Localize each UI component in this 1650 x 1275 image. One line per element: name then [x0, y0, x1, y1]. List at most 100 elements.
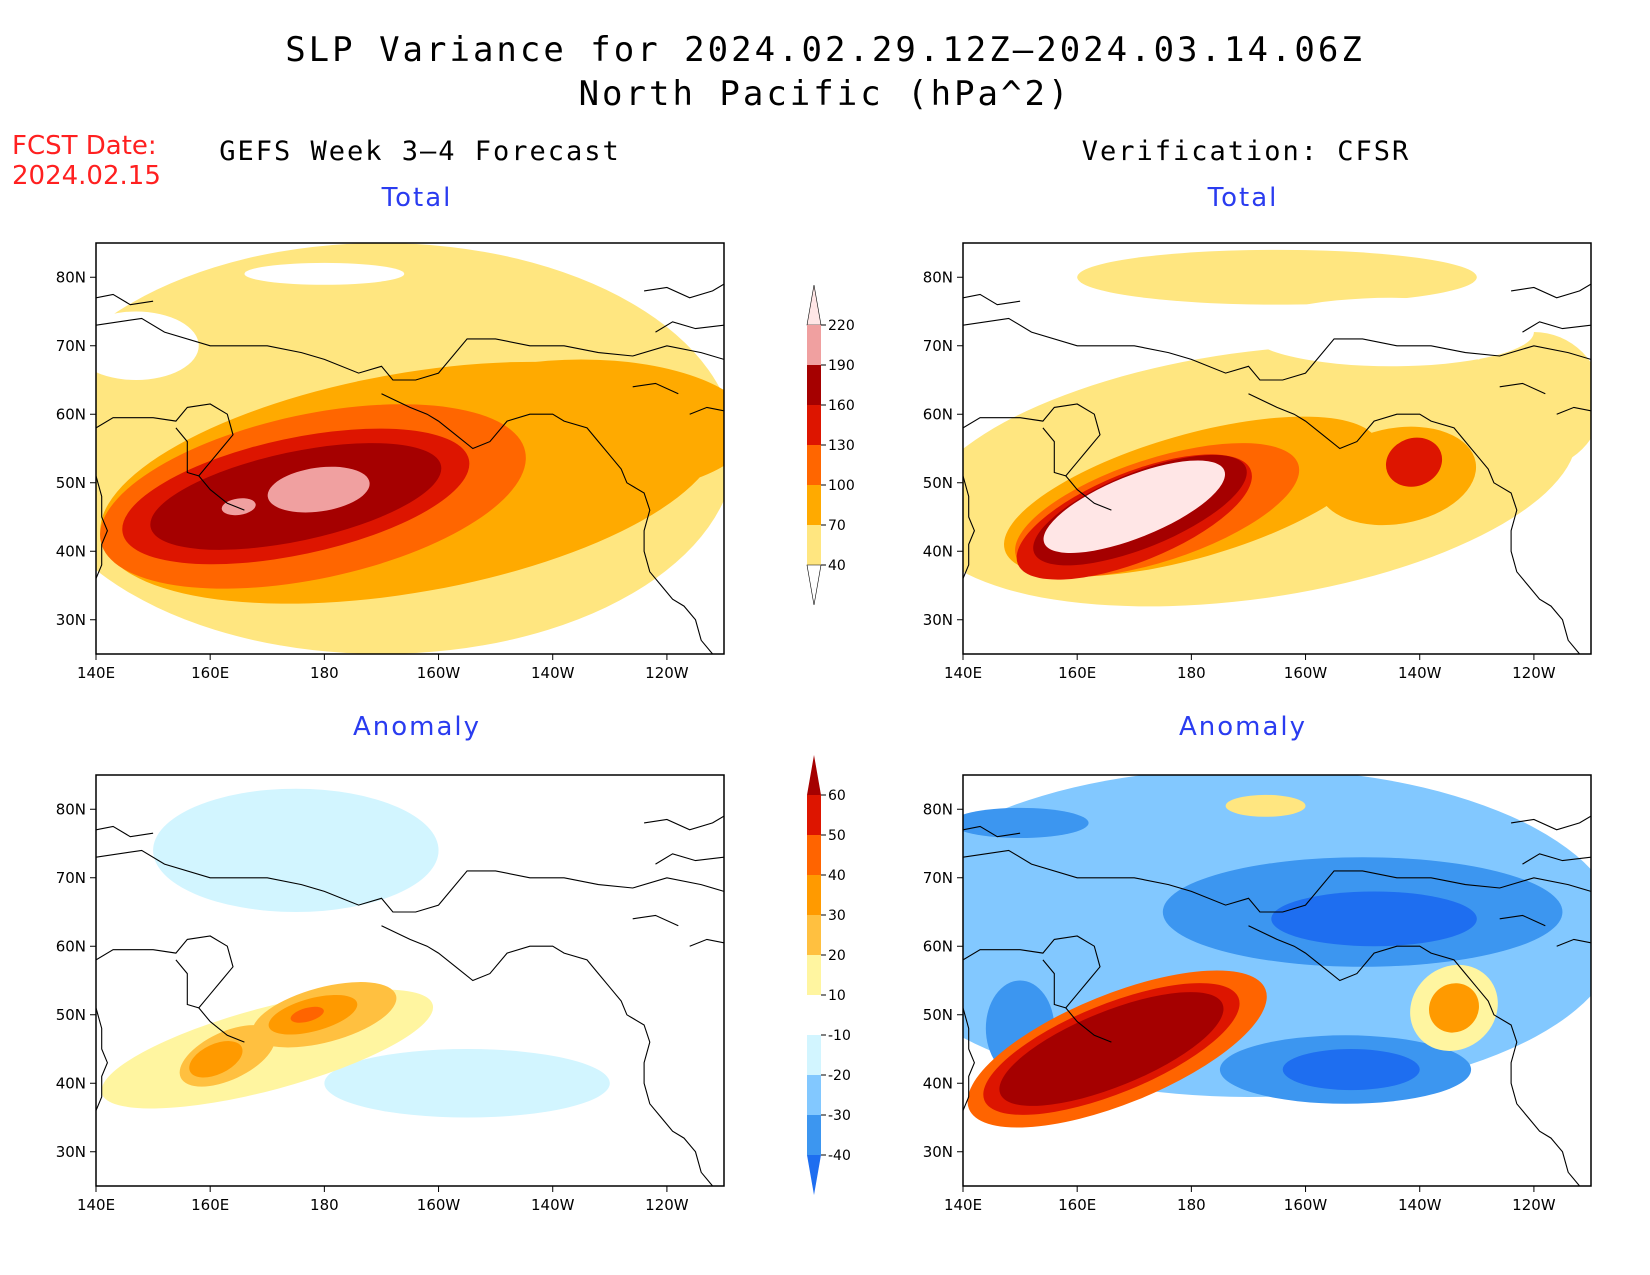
colorbar-level-label: 40: [828, 558, 846, 574]
colorbar-swatch: [807, 325, 821, 365]
colorbar-swatch: [807, 365, 821, 405]
coastline: [963, 403, 1101, 477]
map-frame: [962, 242, 1592, 655]
colorbar-level-label: -10: [828, 1028, 851, 1044]
map-frame: [95, 242, 725, 655]
lon-tick-label: 140W: [531, 1196, 575, 1214]
colorbar-swatch: [807, 875, 821, 915]
map-frame: [962, 774, 1592, 1187]
lon-tick-label: 140E: [77, 664, 115, 682]
colorbar-swatch: [807, 955, 821, 995]
coastline: [1522, 321, 1591, 333]
coastline: [1065, 1007, 1112, 1043]
contour-region: [96, 311, 199, 380]
coastline: [96, 475, 108, 579]
lat-tick-label: 80N: [923, 268, 953, 286]
contour-region: [244, 262, 405, 285]
coastline: [963, 825, 1021, 838]
colorbar-tip: [806, 564, 822, 606]
coastline: [1499, 382, 1546, 395]
cfsr-total-subtitle: Total: [1207, 183, 1279, 213]
lon-tick-label: 120W: [645, 664, 689, 682]
coastline: [96, 825, 154, 838]
colorbar-level-label: 10: [828, 988, 846, 1004]
lat-tick-label: 50N: [923, 474, 953, 492]
colorbar-level-label: 60: [828, 788, 846, 804]
lat-tick-label: 70N: [56, 869, 86, 887]
map-panel-cfsr-anomaly: 140E 160E 180 160W 140W 120W 30N 40N 50N 60N 70N 80…: [923, 774, 1592, 1214]
contour-region: [290, 1006, 324, 1023]
fcst-date-label: FCST Date:: [12, 131, 157, 161]
coastline: [644, 283, 724, 299]
coastline: [96, 293, 154, 306]
lat-tick-label: 80N: [56, 800, 86, 818]
colorbar-level-label: 30: [828, 908, 846, 924]
coastline: [1556, 406, 1591, 415]
lon-tick-label: 120W: [1512, 1196, 1556, 1214]
lat-tick-label: 40N: [923, 542, 953, 560]
coastline: [644, 815, 724, 831]
lon-tick-label: 140W: [1398, 1196, 1442, 1214]
lat-tick-label: 40N: [56, 542, 86, 560]
lat-tick-label: 80N: [56, 268, 86, 286]
coastline: [1499, 914, 1546, 927]
coastline: [96, 317, 724, 381]
coastline: [655, 321, 724, 333]
colorbar-tip: [807, 755, 821, 795]
fcst-anomaly-subtitle: Anomaly: [352, 712, 482, 742]
colorbar-anomaly: -40 -30 -20 -10 10 20 30 40 50 60: [807, 755, 851, 1195]
lon-tick-label: 140W: [1398, 664, 1442, 682]
coastline: [689, 938, 724, 947]
lat-tick-label: 50N: [56, 1006, 86, 1024]
coastline: [963, 849, 1591, 913]
coastline: [1522, 853, 1591, 865]
colorbar-level-label: -30: [828, 1108, 851, 1124]
contour-region: [1077, 249, 1477, 305]
coastline: [963, 317, 1591, 381]
contour-region: [267, 466, 370, 513]
contour-region: [1465, 332, 1591, 470]
lat-tick-label: 40N: [56, 1074, 86, 1092]
contour-region: [1385, 437, 1443, 487]
colorbar-swatch: [807, 915, 821, 955]
lon-tick-label: 180: [310, 664, 339, 682]
coastline: [963, 475, 975, 579]
lon-tick-label: 180: [1177, 1196, 1206, 1214]
cfsr-anomaly-subtitle: Anomaly: [1178, 712, 1308, 742]
lat-tick-label: 60N: [56, 405, 86, 423]
colorbar-level-label: 20: [828, 948, 846, 964]
lat-tick-label: 50N: [56, 474, 86, 492]
coastline: [689, 406, 724, 415]
colorbar-level-label: 220: [828, 318, 855, 334]
right-column-title: Verification: CFSR: [1081, 136, 1411, 167]
coastline: [632, 382, 679, 395]
coastline: [963, 293, 1021, 306]
contour-region: [1225, 794, 1306, 817]
lat-tick-label: 80N: [923, 800, 953, 818]
lon-tick-label: 160W: [417, 664, 461, 682]
coastline: [1248, 393, 1581, 654]
colorbar-swatch: [807, 1115, 821, 1155]
lon-tick-label: 140W: [531, 664, 575, 682]
lat-tick-label: 60N: [923, 405, 953, 423]
colorbar-swatch: [807, 995, 821, 1035]
main-title: SLP Variance for 2024.02.29.12Z–2024.03.…: [285, 30, 1365, 70]
contour-region: [153, 788, 439, 912]
coastline: [1065, 475, 1112, 511]
lon-tick-label: 120W: [645, 1196, 689, 1214]
lon-tick-label: 140E: [944, 1196, 982, 1214]
lon-tick-label: 140E: [77, 1196, 115, 1214]
lat-tick-label: 70N: [56, 337, 86, 355]
coastline: [1556, 938, 1591, 947]
fcst-total-subtitle: Total: [381, 183, 453, 213]
coastline: [1511, 815, 1591, 831]
lon-tick-label: 120W: [1512, 664, 1556, 682]
colorbar-level-label: -40: [828, 1148, 851, 1164]
coastline: [381, 393, 714, 654]
coastline: [632, 914, 679, 927]
lat-tick-label: 40N: [923, 1074, 953, 1092]
coastline: [1511, 283, 1591, 299]
colorbar-total: 40 70 100 130 160 190 220: [806, 284, 855, 606]
lon-tick-label: 160W: [1284, 1196, 1328, 1214]
colorbar-swatch: [807, 405, 821, 445]
